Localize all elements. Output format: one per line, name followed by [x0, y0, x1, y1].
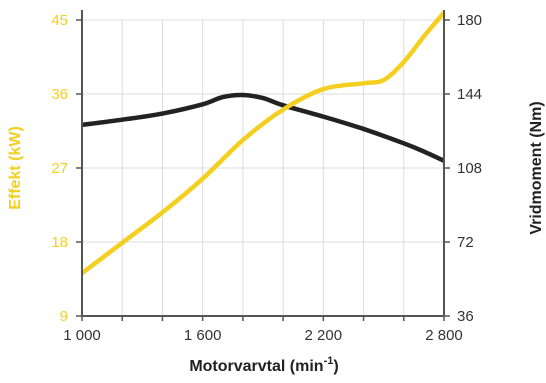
y-left-tick-label: 9 [60, 308, 68, 325]
y-right-tick-label: 108 [457, 160, 482, 177]
y-right-tick-label: 36 [457, 308, 474, 325]
x-tick-label: 1 600 [184, 327, 222, 344]
x-tick-label: 2 800 [425, 327, 463, 344]
y-right-tick-label: 180 [457, 12, 482, 29]
axes [81, 10, 445, 317]
power-series-line [80, 11, 446, 276]
x-axis-title-close: ) [333, 358, 338, 375]
tick-labels: 9 18 27 36 45 36 72 108 144 180 1 000 1 600 2 200 2 8… [51, 12, 482, 344]
y-left-tick-label: 45 [51, 12, 68, 29]
y-right-tick-label: 72 [457, 234, 474, 251]
x-axis-title-superscript: -1 [324, 355, 334, 367]
torque-series-line [81, 92, 445, 163]
y-left-axis-title: Effekt (kW) [7, 126, 24, 210]
y-right-tick-label: 144 [457, 86, 482, 103]
y-left-tick-label: 18 [51, 234, 68, 251]
x-axis-title: Motorvarvtal (min-1) [189, 355, 338, 375]
series-lines [80, 11, 446, 276]
x-axis-title-main: Motorvarvtal (min [189, 358, 323, 375]
x-tick-label: 1 000 [63, 327, 101, 344]
y-right-axis-title: Vridmoment (Nm) [528, 101, 545, 234]
y-left-tick-label: 27 [51, 160, 68, 177]
grid-lines [82, 19, 444, 316]
x-tick-label: 2 200 [305, 327, 343, 344]
y-left-tick-label: 36 [51, 86, 68, 103]
